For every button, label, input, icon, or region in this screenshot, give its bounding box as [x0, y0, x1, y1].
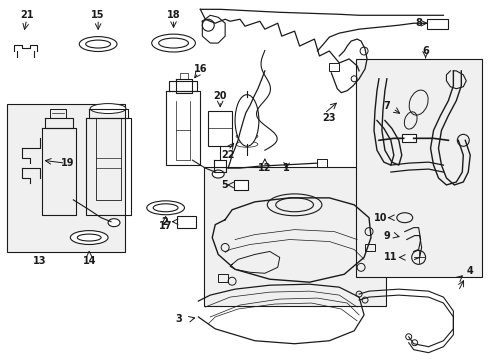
- Ellipse shape: [90, 104, 126, 113]
- Bar: [355, 59, 481, 277]
- Text: 1: 1: [283, 163, 289, 173]
- Text: 13: 13: [33, 256, 46, 266]
- Bar: [176, 216, 196, 228]
- Bar: [234, 180, 247, 190]
- Bar: [328, 63, 339, 71]
- Text: 9: 9: [383, 230, 389, 240]
- Text: 21: 21: [20, 10, 33, 20]
- Text: 20: 20: [213, 91, 226, 101]
- Text: 4: 4: [466, 266, 473, 276]
- Bar: [317, 159, 326, 167]
- Text: 3: 3: [175, 314, 182, 324]
- Ellipse shape: [158, 38, 188, 48]
- Ellipse shape: [85, 40, 110, 48]
- Bar: [7, 104, 124, 252]
- Ellipse shape: [70, 231, 108, 244]
- Text: 7: 7: [383, 100, 389, 111]
- Text: 12: 12: [258, 163, 271, 173]
- Text: 6: 6: [421, 46, 428, 56]
- Ellipse shape: [151, 34, 195, 52]
- Bar: [218, 274, 228, 282]
- Bar: [208, 111, 232, 146]
- Bar: [365, 243, 374, 251]
- Text: 11: 11: [384, 252, 397, 262]
- Ellipse shape: [79, 37, 117, 51]
- Text: 17: 17: [159, 221, 172, 231]
- Bar: [426, 19, 447, 29]
- Text: 5: 5: [220, 180, 227, 190]
- Bar: [204, 167, 385, 306]
- Text: 8: 8: [414, 18, 421, 28]
- Ellipse shape: [212, 170, 224, 178]
- Ellipse shape: [77, 234, 101, 241]
- Ellipse shape: [153, 204, 178, 212]
- Text: 19: 19: [61, 158, 74, 168]
- Text: 2: 2: [161, 217, 168, 227]
- Text: 18: 18: [166, 10, 180, 20]
- Text: 14: 14: [82, 256, 96, 266]
- Ellipse shape: [235, 95, 258, 146]
- Text: 15: 15: [91, 10, 104, 20]
- Bar: [401, 134, 415, 142]
- Text: 23: 23: [322, 113, 335, 123]
- Text: 16: 16: [193, 64, 207, 74]
- Text: 22: 22: [221, 150, 234, 160]
- Text: 10: 10: [373, 213, 387, 223]
- Ellipse shape: [146, 201, 184, 215]
- Ellipse shape: [108, 219, 120, 227]
